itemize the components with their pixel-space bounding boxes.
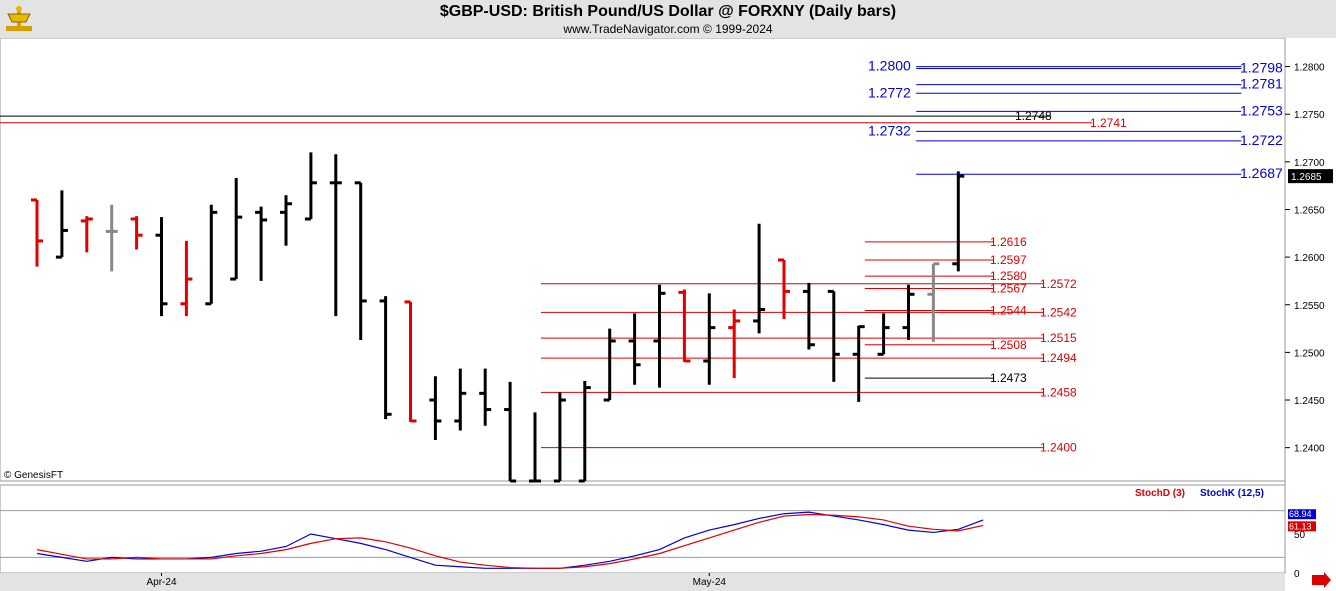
date-label-1: May-24 [693,577,727,588]
price-tick-label-7: 1.2450 [1294,396,1325,407]
price-panel-frame [0,38,1286,482]
price-axis: 1.2800 1.2750 1.2700 1.2650 1.2600 1.2550 1.25… [1284,38,1336,591]
trade-navigator-logo-icon [6,6,32,31]
date-label-0: Apr-24 [146,577,176,588]
level-label-8: 1.2748 [1015,109,1052,123]
level-label-16: 1.2542 [1040,305,1077,319]
level-label-1: 1.2798 [1240,59,1283,75]
copyright-label: © GenesisFT [4,470,63,481]
scroll-right-arrow-icon[interactable] [1310,572,1332,588]
price-tick-label-4: 1.2600 [1294,253,1325,264]
level-label-13: 1.2572 [1040,277,1077,291]
price-tick-label-5: 1.2550 [1294,301,1325,312]
level-label-17: 1.2515 [1040,331,1077,345]
price-panel [0,38,1286,482]
chart-title: $GBP-USD: British Pound/US Dollar @ FORX… [439,3,897,20]
level-label-0: 1.2800 [868,58,911,74]
level-label-11: 1.2597 [990,253,1027,267]
legend-stoch-d: StochD (3) [1135,488,1185,499]
level-label-3: 1.2772 [868,84,911,100]
price-tick-label-0: 1.2800 [1294,63,1325,74]
price-tick-label-3: 1.2650 [1294,205,1325,216]
stochastic-panel: 50 0 StochD (3) StochK (12,5) 68.94 61.13 [0,484,1316,580]
level-label-21: 1.2458 [1040,385,1077,399]
level-label-19: 1.2494 [1040,351,1077,365]
level-label-7: 1.2687 [1240,165,1283,181]
level-label-15: 1.2544 [990,303,1027,317]
level-label-22: 1.2400 [1040,441,1077,455]
price-tick-label-8: 1.2400 [1294,444,1325,455]
price-tick-label-6: 1.2500 [1294,348,1325,359]
stoch-frame [0,484,1286,574]
level-label-5: 1.2732 [868,122,911,138]
level-label-12: 1.2580 [990,269,1027,283]
price-tick-label-1: 1.2750 [1294,110,1325,121]
level-label-20: 1.2473 [990,371,1027,385]
date-axis-background [0,573,1285,591]
level-label-2: 1.2781 [1240,76,1283,92]
level-label-14: 1.2567 [990,282,1027,296]
stoch-d-value: 61.13 [1289,521,1312,531]
stoch-series-1 [36,513,984,569]
last-price-box [1288,169,1333,184]
stoch-k-value: 68.94 [1289,509,1312,519]
stoch-d-value-box [1288,521,1316,532]
last-price-label: 1.2685 [1291,172,1322,183]
price-axis-background [1285,38,1336,591]
stoch-k-value-box [1288,509,1316,520]
stoch-tick-label-0: 50 [1294,530,1306,541]
chart-subtitle: www.TradeNavigator.com © 1999-2024 [563,22,773,36]
legend-stoch-k: StochK (12,5) [1200,488,1264,499]
price-tick-label-2: 1.2700 [1294,158,1325,169]
level-label-9: 1.2741 [1090,116,1127,130]
level-label-6: 1.2722 [1240,132,1283,148]
level-label-10: 1.2616 [990,235,1027,249]
ohlc-bars [31,152,965,483]
stoch-tick-label-1: 0 [1294,569,1300,580]
level-label-18: 1.2508 [990,338,1027,352]
date-axis: Apr-24 May-24 [0,573,1285,591]
level-label-4: 1.2753 [1240,102,1283,118]
chart-header: $GBP-USD: British Pound/US Dollar @ FORX… [0,0,1336,38]
